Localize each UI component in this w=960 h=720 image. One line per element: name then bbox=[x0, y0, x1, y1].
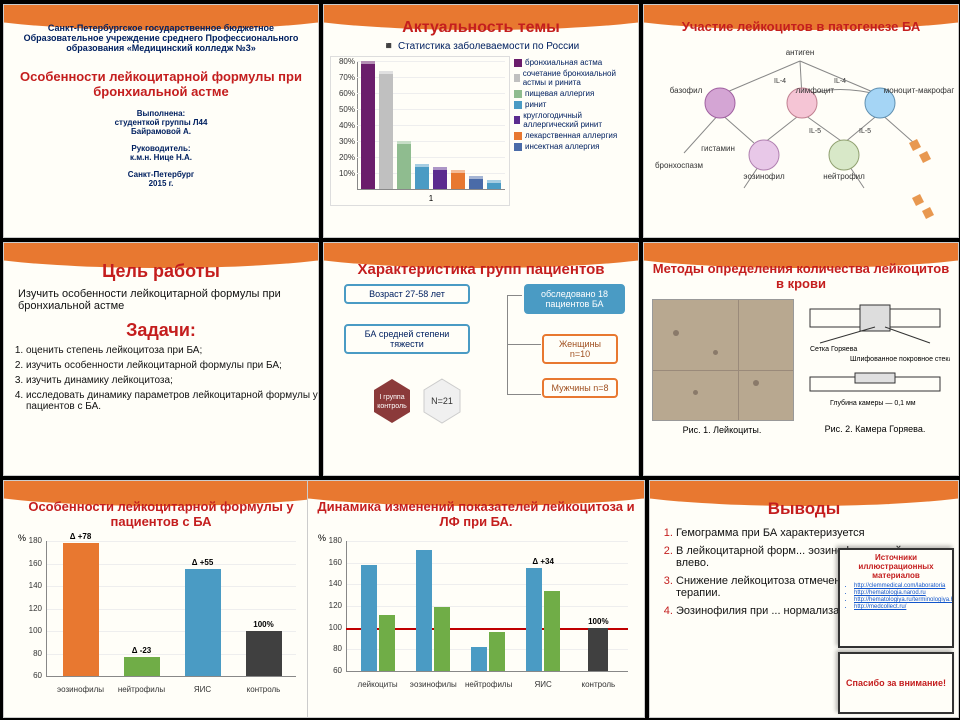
author-name: Байрамовой А. bbox=[4, 127, 318, 136]
svg-text:Шлифованное покровное стекло: Шлифованное покровное стекло bbox=[850, 356, 950, 363]
slide-title: Санкт-Петербургское государственное бюдж… bbox=[3, 4, 319, 238]
box-total: обследовано 18 пациентов БА bbox=[524, 284, 625, 314]
patients-title: Характеристика групп пациентов bbox=[324, 261, 638, 278]
supervisor-label: Руководитель: bbox=[4, 144, 318, 153]
relevance-subtitle: Статистика заболеваемости по России bbox=[398, 41, 579, 52]
features-title: Особенности лейкоцитарной формулы у паци… bbox=[4, 499, 318, 529]
svg-text:Сетка Горяева: Сетка Горяева bbox=[810, 346, 857, 353]
slide-patients: Характеристика групп пациентов Возраст 2… bbox=[323, 242, 639, 476]
svg-text:IL-5: IL-5 bbox=[809, 128, 821, 135]
leukocytes-image bbox=[652, 299, 794, 421]
svg-text:антиген: антиген bbox=[786, 48, 815, 57]
box-men: Мужчины n=8 bbox=[542, 378, 618, 398]
dynamics-title: Динамика изменений показателей лейкоцито… bbox=[308, 499, 644, 529]
supervisor-name: к.м.н. Нице Н.А. bbox=[4, 153, 318, 162]
svg-text:моноцит-макрофаг: моноцит-макрофаг bbox=[884, 86, 955, 95]
svg-text:I группа: I группа bbox=[379, 394, 404, 401]
svg-text:IL-4: IL-4 bbox=[774, 78, 786, 85]
relevance-xlabel: 1 bbox=[357, 194, 505, 203]
sources-links: http://clemmedical.com/laboratoriahttp:/… bbox=[840, 583, 952, 610]
methods-title: Методы определения количества лейкоцитов… bbox=[644, 261, 958, 291]
svg-text:контроль: контроль bbox=[377, 403, 407, 410]
goryaev-chamber: Сетка Горяева Шлифованное покровное стек… bbox=[800, 299, 950, 419]
svg-text:IL-4: IL-4 bbox=[834, 78, 846, 85]
slide-dynamics: Динамика изменений показателей лейкоцито… bbox=[307, 480, 645, 718]
svg-text:нейтрофил: нейтрофил bbox=[823, 172, 865, 181]
fig1-caption: Рис. 1. Лейкоциты. bbox=[652, 425, 792, 435]
slide-methods: Методы определения количества лейкоцитов… bbox=[643, 242, 959, 476]
place: Санкт-Петербург bbox=[4, 170, 318, 179]
svg-text:бронхоспазм: бронхоспазм bbox=[655, 161, 703, 170]
slide-pathogenesis: Участие лейкоцитов в патогенезе БА IL-4I… bbox=[643, 4, 959, 238]
goal-text: Изучить особенности лейкоцитарной формул… bbox=[4, 282, 318, 318]
svg-text:Глубина камеры — 0,1 мм: Глубина камеры — 0,1 мм bbox=[830, 399, 916, 407]
year: 2015 г. bbox=[4, 179, 318, 188]
features-chart: % 6080100120140160180 Δ +78Δ -23Δ +55100… bbox=[16, 533, 306, 698]
slide-features: Особенности лейкоцитарной формулы у паци… bbox=[3, 480, 319, 718]
svg-text:IL-5: IL-5 bbox=[859, 128, 871, 135]
slide-thanks: Спасибо за внимание! bbox=[838, 652, 954, 714]
svg-text:лимфоцит: лимфоцит bbox=[796, 86, 835, 95]
slide-sources: Источники иллюстрационных материалов htt… bbox=[838, 548, 954, 648]
main-title: Особенности лейкоцитарной формулы при бр… bbox=[12, 69, 310, 99]
slide-goals: Цель работы Изучить особенности лейкоцит… bbox=[3, 242, 319, 476]
tasks-title: Задачи: bbox=[4, 320, 318, 341]
svg-text:гистамин: гистамин bbox=[701, 144, 735, 153]
thanks-text: Спасибо за внимание! bbox=[846, 678, 946, 688]
hexagons: I группа контроль N=21 bbox=[364, 374, 484, 434]
tasks-list: оценить степень лейкоцитоза при БА;изучи… bbox=[4, 345, 318, 412]
slide-relevance: Актуальность темы ◾ Статистика заболевае… bbox=[323, 4, 639, 238]
conclusions-title: Выводы bbox=[650, 499, 958, 519]
author-group: студенткой группы Л44 bbox=[4, 118, 318, 127]
relevance-chart: 10%20%30%40%50%60%70%80% 1 bbox=[330, 56, 510, 206]
fig2-caption: Рис. 2. Камера Горяева. bbox=[800, 424, 950, 434]
svg-text:эозинофил: эозинофил bbox=[743, 172, 785, 181]
pathogenesis-title: Участие лейкоцитов в патогенезе БА bbox=[644, 19, 958, 34]
svg-text:N=21: N=21 bbox=[431, 396, 453, 406]
sources-title: Источники иллюстрационных материалов bbox=[840, 553, 952, 580]
box-age: Возраст 27-58 лет bbox=[344, 284, 470, 304]
dynamics-chart: % 6080100120140160180 Δ +34100% лейкоцит… bbox=[316, 533, 636, 693]
box-women: Женщины n=10 bbox=[542, 334, 618, 364]
org-text: Санкт-Петербургское государственное бюдж… bbox=[4, 5, 318, 59]
goals-title: Цель работы bbox=[4, 261, 318, 282]
relevance-legend: бронхиальная астмасочетание бронхиальной… bbox=[510, 56, 632, 206]
box-severity: БА средней степени тяжести bbox=[344, 324, 470, 354]
pathogenesis-diagram: IL-4 IL-4 IL-5 IL-5 антиген базофил лимфоц… bbox=[644, 43, 959, 238]
author-label: Выполнена: bbox=[4, 109, 318, 118]
relevance-title: Актуальность темы bbox=[324, 19, 638, 37]
svg-text:базофил: базофил bbox=[670, 86, 703, 95]
